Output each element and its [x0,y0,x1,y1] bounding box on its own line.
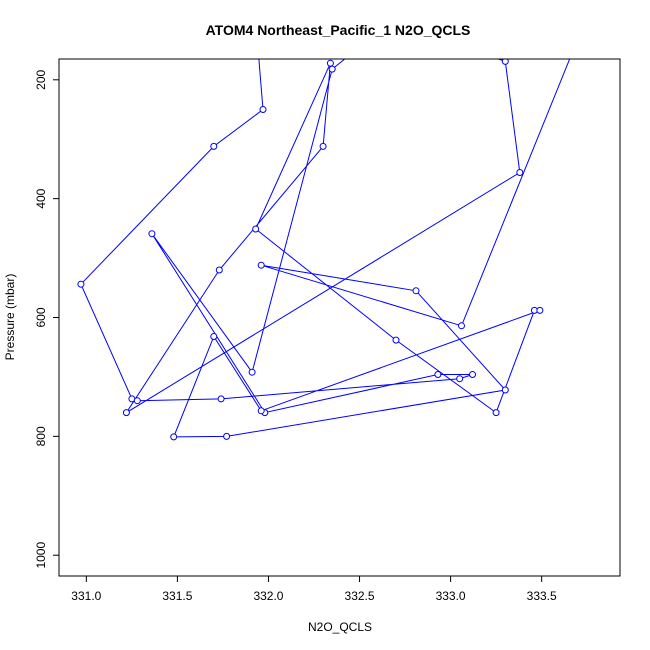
data-point [392,336,400,344]
data-point [469,371,476,378]
data-point [516,169,524,176]
data-point [210,142,218,150]
data-point [458,322,465,330]
data-point [326,59,334,67]
data-point [357,44,363,50]
y-tick-label: 800 [34,426,48,446]
x-axis-label: N2O_QCLS [308,620,372,634]
y-axis: 200 400 600 800 1000 [34,69,60,569]
data-point [319,142,327,150]
data-point [215,266,223,274]
x-tick-label: 333.0 [436,589,466,603]
data-point [536,306,544,314]
data-point [248,368,256,376]
data-point [210,333,218,340]
x-tick-label: 333.5 [527,589,557,603]
data-point [501,59,509,65]
x-tick-label: 331.5 [162,589,192,603]
data-point [470,47,476,53]
data-point [257,261,265,269]
data-point [456,375,464,383]
data-point [259,106,267,113]
x-tick-label: 332.0 [253,589,283,603]
data-point [492,409,500,417]
data-point [148,230,156,238]
data-point [257,407,265,415]
plot-frame [58,58,621,577]
data-point [434,371,442,378]
y-axis-label: Pressure (mbar) [3,274,17,361]
x-tick-label: 331.0 [71,589,101,603]
data-point [328,65,336,73]
y-tick-label: 600 [34,307,48,327]
data-point [572,44,578,50]
chart-title: ATOM4 Northeast_Pacific_1 N2O_QCLS [206,22,471,38]
data-point [217,395,225,403]
data-point [412,287,420,295]
data-point [122,409,130,417]
data-point [501,386,509,394]
x-tick-label: 332.5 [345,589,375,603]
data-point [223,432,231,440]
series-layer [77,44,578,441]
y-tick-label: 400 [34,188,48,208]
data-point [252,225,260,233]
series-line [80,59,571,438]
x-axis: 331.0 331.5 332.0 332.5 333.0 333.5 [71,575,557,603]
data-point [170,433,178,441]
data-point [77,280,85,288]
data-point [133,397,141,405]
y-tick-label: 200 [34,69,48,89]
y-tick-label: 1000 [34,542,48,569]
